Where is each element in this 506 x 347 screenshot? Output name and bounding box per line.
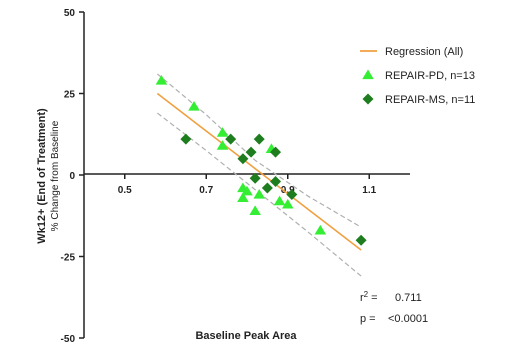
r2-superscript: 2: [364, 290, 369, 299]
repair-ms-point: [253, 133, 265, 145]
repair-pd-point: [188, 101, 200, 111]
repair-ms-point: [180, 133, 192, 145]
legend-repair-ms-swatch: [362, 93, 374, 105]
repair-ms-point: [270, 176, 282, 188]
repair-ms-point: [270, 146, 282, 158]
repair-pd-point: [281, 198, 294, 209]
y-tick-label: 25: [64, 90, 76, 101]
repair-ms-point: [261, 182, 273, 194]
repair-pd-point: [155, 74, 168, 85]
x-tick-label: 0.5: [118, 185, 132, 196]
x-tick-label: 1.1: [362, 185, 376, 196]
y-axis-subtitle: % Change from Baseline: [50, 120, 61, 231]
p-label: p =: [360, 313, 376, 325]
confidence-band-upper: [156, 73, 362, 228]
p-value: <0.0001: [388, 313, 428, 325]
repair-ms-point: [286, 189, 298, 201]
repair-ms-point: [355, 234, 367, 246]
legend-regression-label: Regression (All): [385, 46, 463, 58]
repair-ms-point: [245, 146, 257, 158]
repair-pd-point: [273, 195, 286, 206]
repair-pd-point: [216, 140, 229, 150]
y-tick-label: 50: [64, 8, 76, 19]
regression-line: [156, 92, 362, 251]
repair-pd-point: [216, 127, 229, 137]
x-tick-label: 0.9: [281, 185, 295, 196]
x-axis-title: Baseline Peak Area: [195, 330, 297, 342]
y-tick-label: -50: [61, 334, 76, 345]
y-axis-title: Wk12+ (End of Treatment): [36, 108, 48, 244]
repair-pd-point: [249, 205, 261, 215]
r2-label: r: [360, 292, 364, 304]
repair-pd-point: [314, 224, 327, 235]
axes: [83, 12, 410, 338]
ticks: 50 25 0 -25 -50 0.5 0.7 0.9 1.1: [61, 8, 377, 345]
repair-pd-point: [241, 185, 253, 196]
y-tick-label: 0: [69, 171, 75, 182]
repair-ms-point: [249, 172, 261, 184]
repair-ms-point: [237, 153, 249, 165]
repair-pd-point: [253, 189, 265, 199]
confidence-band: [156, 73, 362, 277]
repair-pd-point: [237, 192, 249, 202]
repair-ms-point: [225, 133, 237, 145]
legend-repair-pd-label: REPAIR-PD, n=13: [385, 70, 475, 82]
data-points: [155, 74, 367, 246]
r2-equals: =: [368, 292, 377, 304]
r-squared-stat: r2 = 0.711: [360, 290, 422, 304]
p-value-stat: p = <0.0001: [360, 313, 428, 325]
legend: Regression (All) REPAIR-PD, n=13 REPAIR-MS…: [360, 46, 475, 106]
y-tick-label: -25: [61, 253, 76, 264]
legend-repair-ms-label: REPAIR-MS, n=11: [385, 94, 475, 106]
x-tick-label: 0.7: [199, 185, 213, 196]
legend-repair-pd-swatch: [362, 69, 374, 80]
r2-value: 0.711: [395, 292, 422, 304]
regression-line-group: [156, 92, 362, 251]
